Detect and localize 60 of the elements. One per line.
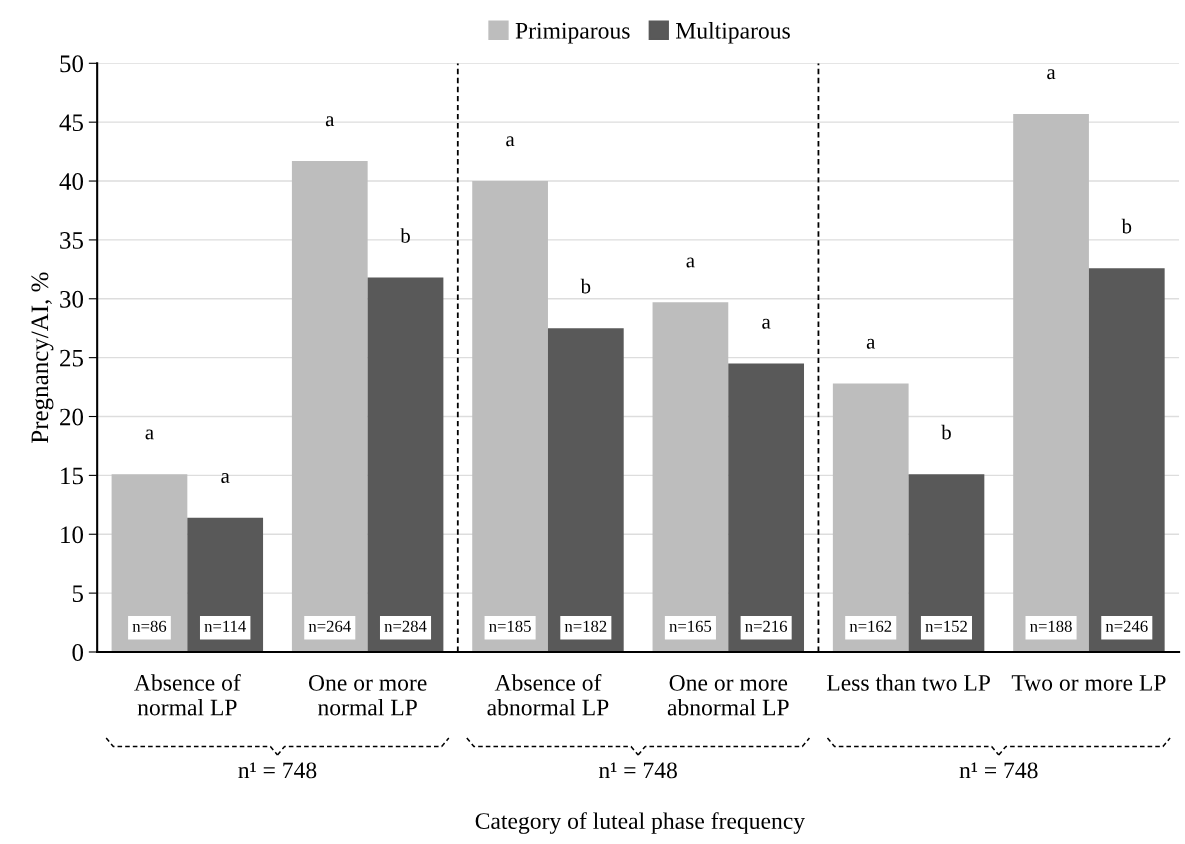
annotation: n=246 — [1105, 620, 1148, 632]
y-tick-label: 0 — [72, 644, 84, 661]
y-tick-label: 35 — [60, 232, 83, 249]
data-label: a — [145, 429, 154, 440]
x-tick-label: Two or more LP — [1011, 675, 1166, 691]
bar — [832, 383, 909, 652]
y-tick-label: 20 — [60, 408, 84, 426]
y-tick-label: 50 — [60, 55, 84, 73]
text: n¹ = 748 — [238, 762, 317, 779]
annotation: n=162 — [849, 620, 892, 632]
bar — [1013, 113, 1089, 652]
data-label: b — [1121, 218, 1132, 234]
bar — [472, 181, 548, 652]
annotation: n=284 — [384, 620, 427, 632]
annotation: n=188 — [1030, 620, 1072, 632]
bar — [187, 517, 264, 652]
x-axis-title: Category of luteal phase frequency — [475, 812, 806, 834]
data-label: b — [580, 278, 591, 294]
annotation: n=165 — [669, 620, 712, 632]
bar — [908, 474, 985, 652]
y-tick-label: 15 — [61, 467, 83, 485]
x-tick-label: Absence of normal LP — [134, 673, 241, 716]
y-tick-label: 5 — [72, 585, 83, 603]
bar — [652, 302, 729, 652]
y-tick-label: 25 — [60, 349, 83, 367]
y-tick-label: 45 — [59, 114, 83, 132]
bar — [367, 277, 444, 652]
data-label: a — [325, 116, 335, 127]
bar — [547, 328, 624, 652]
annotation: n=264 — [308, 620, 351, 632]
annotation: n=216 — [745, 620, 788, 632]
annotation: n=185 — [489, 620, 531, 632]
data-label: a — [686, 257, 695, 268]
bar — [111, 474, 188, 652]
text: n¹ = 748 — [598, 762, 677, 779]
x-tick-label: Absence of abnormal LP — [487, 673, 609, 716]
annotation: n=152 — [925, 620, 967, 632]
data-label: b — [941, 424, 951, 440]
data-label: a — [506, 136, 515, 147]
y-tick-label: 40 — [59, 173, 84, 190]
bar — [1088, 268, 1165, 652]
data-label: a — [866, 338, 876, 349]
legend-label: Primiparous — [515, 22, 630, 44]
data-label: a — [1047, 69, 1056, 80]
annotation: n=86 — [132, 620, 167, 632]
data-label: a — [762, 318, 771, 329]
x-tick-label: One or more abnormal LP — [667, 674, 789, 716]
x-tick-label: One or more normal LP — [308, 674, 427, 716]
bar — [728, 363, 805, 652]
y-tick-label: 10 — [61, 526, 84, 544]
annotation: n=182 — [564, 620, 607, 632]
data-label: b — [400, 228, 410, 243]
bar — [291, 161, 368, 652]
y-axis-title: Pregnancy/AI, % — [31, 272, 54, 444]
x-tick-label: Less than two LP — [826, 674, 990, 691]
data-label: a — [221, 473, 230, 483]
y-tick-label: 30 — [60, 290, 84, 308]
annotation: n=114 — [204, 620, 246, 632]
text: n¹ = 748 — [959, 762, 1038, 779]
legend-label: Multiparous — [675, 22, 790, 44]
